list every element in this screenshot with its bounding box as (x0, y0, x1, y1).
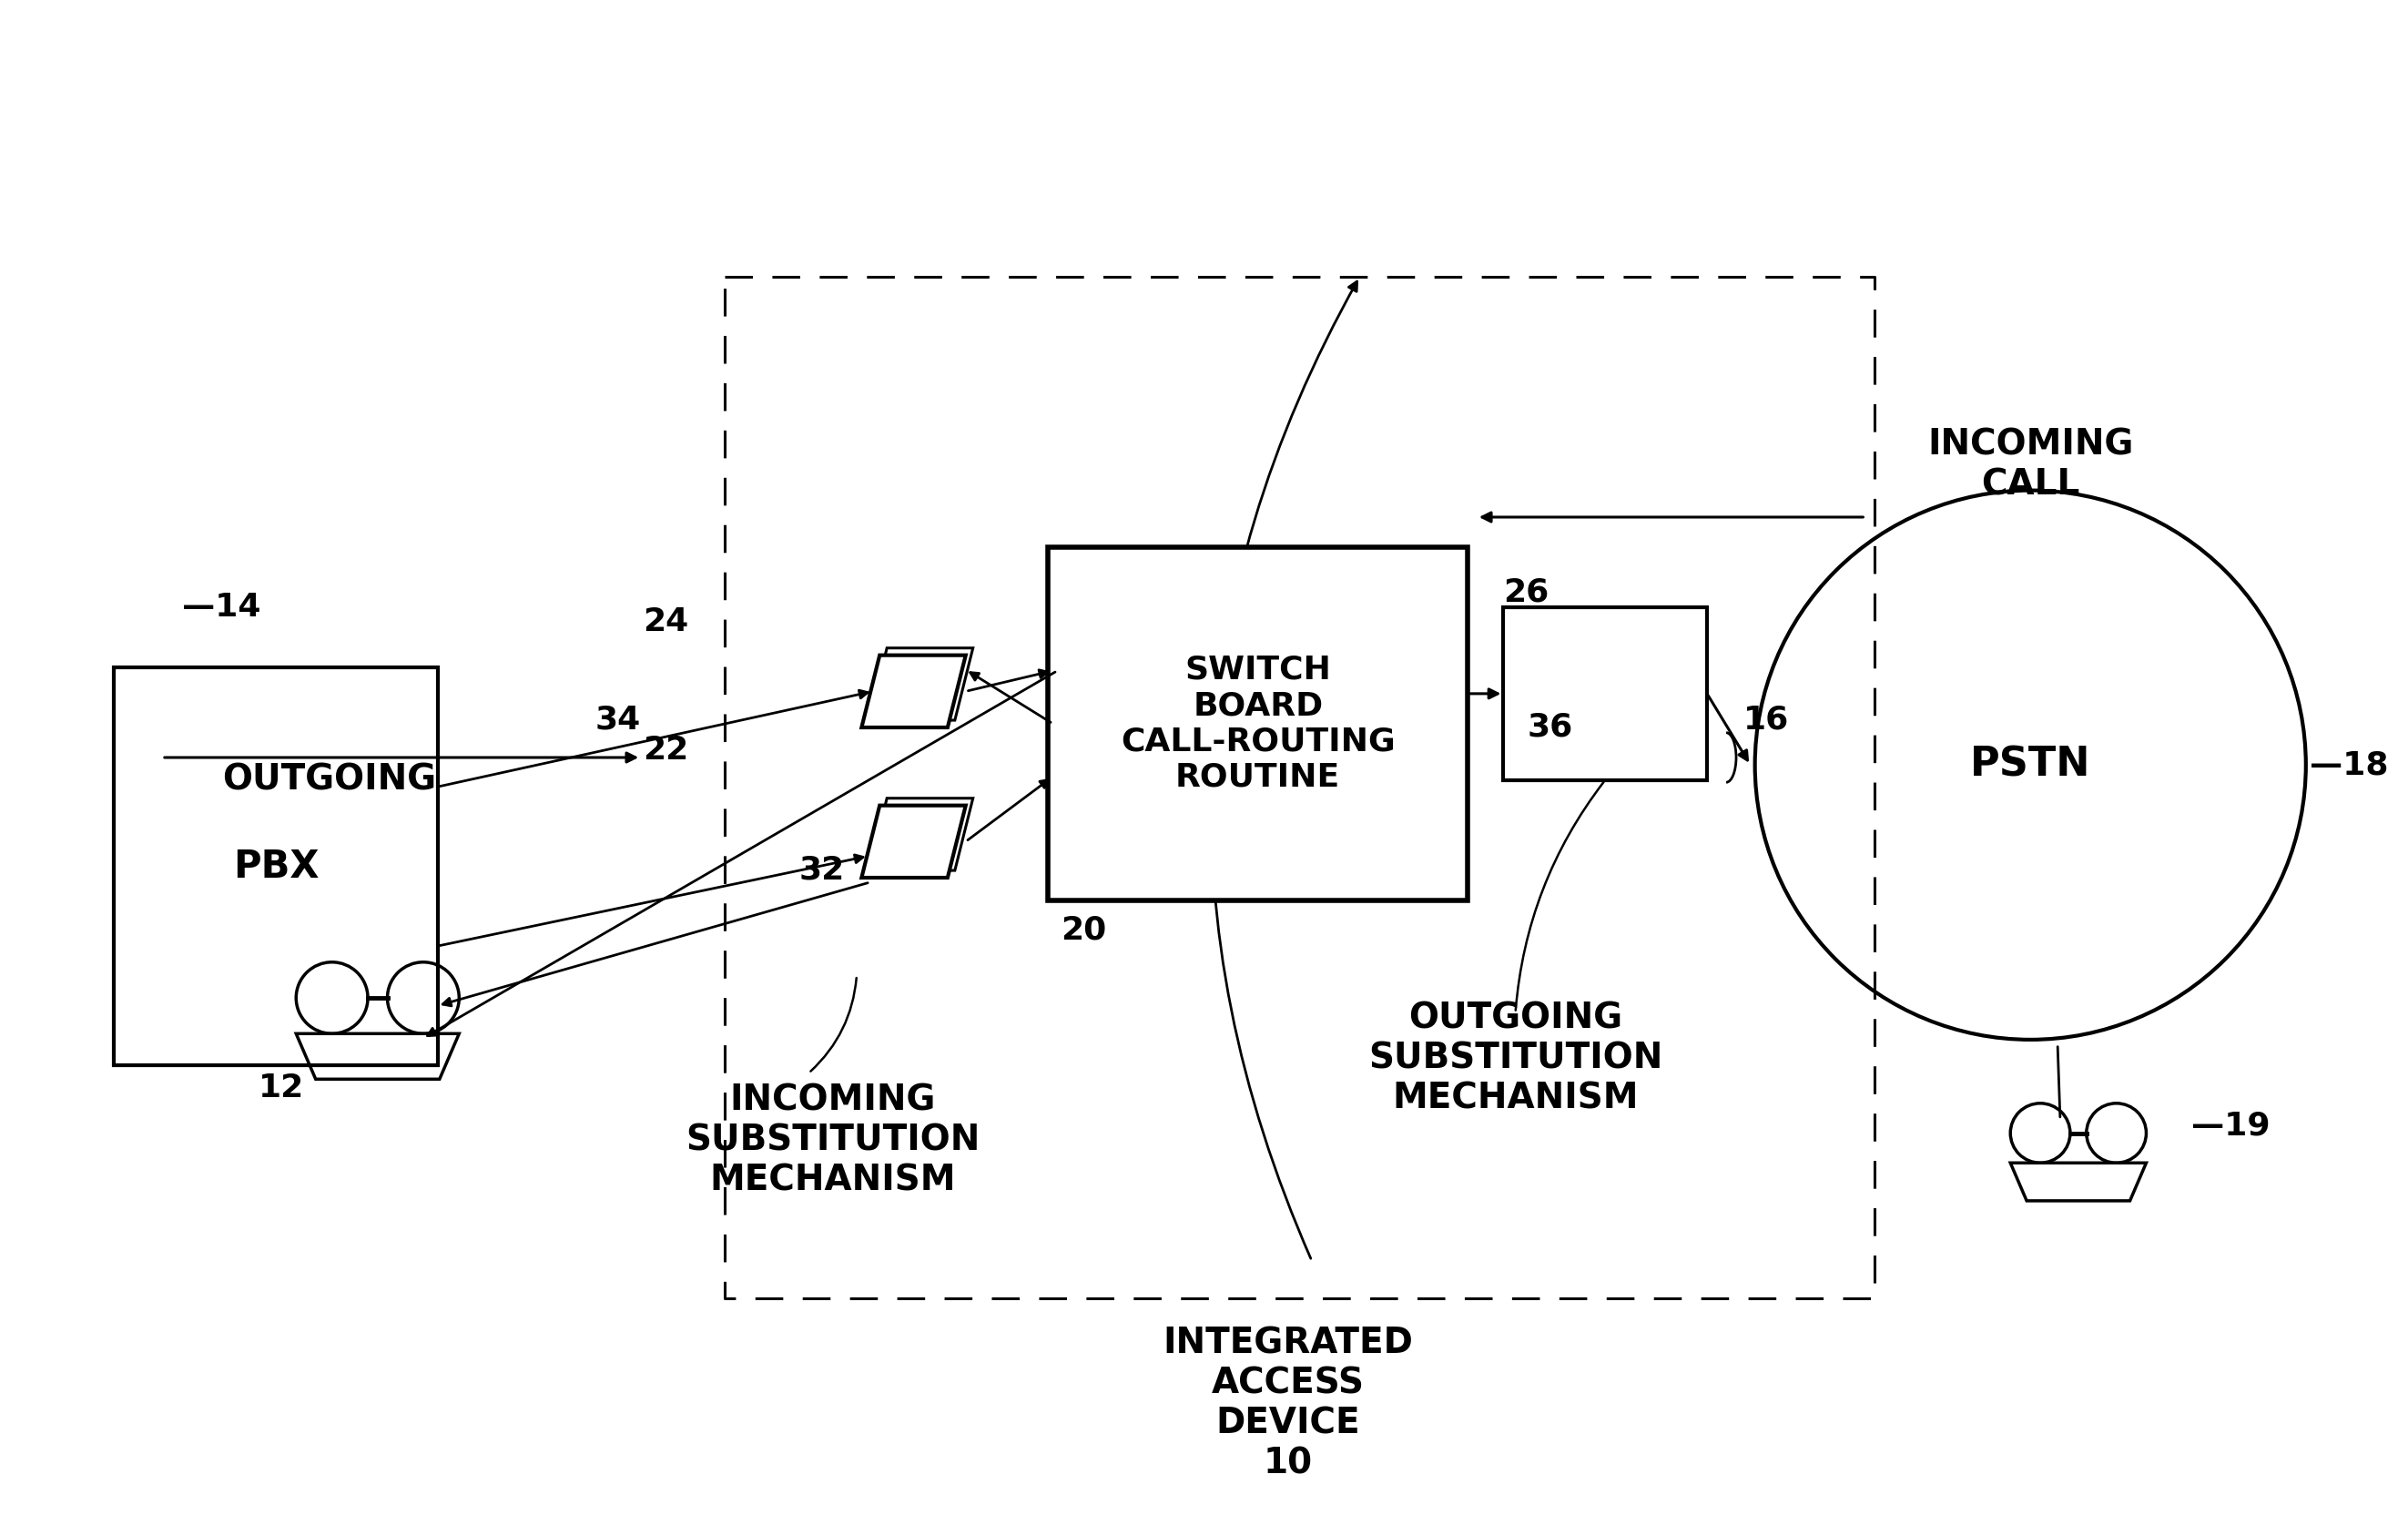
Polygon shape (862, 806, 966, 877)
Text: 32: 32 (799, 854, 845, 886)
Polygon shape (869, 798, 973, 871)
Text: 22: 22 (643, 735, 689, 765)
Text: SWITCH
BOARD
CALL-ROUTING
ROUTINE: SWITCH BOARD CALL-ROUTING ROUTINE (1120, 654, 1394, 792)
Text: 12: 12 (260, 1073, 306, 1103)
Text: —14: —14 (183, 592, 262, 623)
Bar (1047, 547, 1466, 900)
Text: OUTGOING
SUBSTITUTION
MECHANISM: OUTGOING SUBSTITUTION MECHANISM (1368, 1000, 1662, 1115)
Text: —18: —18 (2309, 750, 2389, 780)
Text: PSTN: PSTN (1970, 745, 2090, 785)
Bar (1503, 608, 1707, 780)
Text: 16: 16 (1743, 704, 1789, 735)
Text: PBX: PBX (234, 847, 318, 886)
Bar (113, 668, 438, 1065)
Text: 34: 34 (595, 704, 641, 735)
Text: 36: 36 (1527, 712, 1572, 742)
Text: OUTGOING: OUTGOING (222, 762, 436, 797)
Text: —19: —19 (2191, 1110, 2271, 1141)
Text: 20: 20 (1060, 915, 1105, 945)
Text: INCOMING
CALL: INCOMING CALL (1926, 427, 2133, 501)
Polygon shape (869, 648, 973, 720)
Text: 26: 26 (1503, 577, 1548, 608)
Text: INTEGRATED
ACCESS
DEVICE
10: INTEGRATED ACCESS DEVICE 10 (1163, 1326, 1413, 1480)
Text: 24: 24 (643, 608, 689, 638)
Polygon shape (862, 654, 966, 727)
Text: INCOMING
SUBSTITUTION
MECHANISM: INCOMING SUBSTITUTION MECHANISM (686, 1083, 980, 1198)
